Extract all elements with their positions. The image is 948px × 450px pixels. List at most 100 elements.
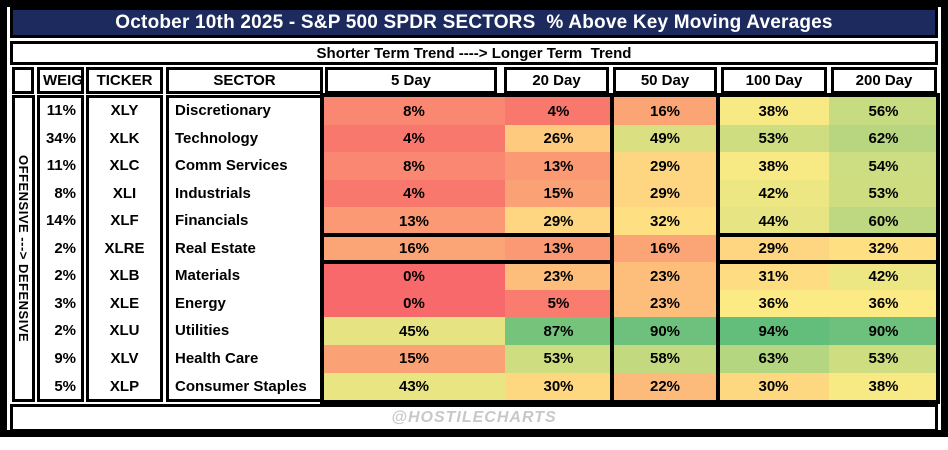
weight-value: 2% — [54, 239, 76, 257]
sector-name: Health Care — [175, 349, 259, 367]
weight-value: 11% — [46, 102, 76, 119]
heat-cell: 0% — [323, 262, 505, 291]
sector-name: Materials — [175, 267, 241, 285]
page-title: October 10th 2025 - S&P 500 SPDR SECTORS… — [10, 7, 938, 38]
heat-cell: 44% — [718, 207, 829, 236]
heat-cell: 13% — [505, 152, 612, 181]
heat-cell: 23% — [505, 262, 612, 291]
heat-cell: 62% — [829, 124, 938, 153]
ticker-value: XLP — [109, 377, 140, 395]
heat-cell: 8% — [323, 152, 505, 181]
heat-cell: 36% — [829, 289, 938, 318]
weight-value: 2% — [54, 322, 76, 340]
ticker-column-header: TICKER — [86, 67, 163, 94]
heat-cell: 54% — [829, 152, 938, 181]
heat-cell: 53% — [829, 179, 938, 208]
heat-cell: 49% — [612, 124, 718, 153]
heat-cell: 29% — [612, 152, 718, 181]
heat-cell: 32% — [612, 207, 718, 236]
weight-value: 9% — [54, 349, 76, 367]
period-header: 50 Day — [613, 67, 717, 94]
heat-cell: 29% — [718, 234, 829, 263]
heat-cell: 56% — [829, 97, 938, 126]
heat-cell: 15% — [505, 179, 612, 208]
heat-cell: 45% — [323, 317, 505, 346]
heat-cell: 15% — [323, 344, 505, 373]
period-header: 5 Day — [325, 67, 497, 94]
heat-cell: 90% — [612, 317, 718, 346]
period-header: 20 Day — [504, 67, 609, 94]
heat-cell: 53% — [718, 124, 829, 153]
ticker-value: XLRE — [104, 239, 145, 257]
sector-name: Discretionary — [175, 102, 271, 119]
heat-cell: 5% — [505, 289, 612, 318]
heat-cell: 53% — [505, 344, 612, 373]
ticker-column-box — [86, 95, 163, 402]
heat-cell: 16% — [323, 234, 505, 263]
ticker-value: XLC — [109, 157, 140, 175]
ticker-value: XLY — [110, 102, 139, 119]
heat-cell: 4% — [323, 179, 505, 208]
heat-cell: 38% — [718, 97, 829, 126]
weight-value: 8% — [54, 184, 76, 202]
watermark: @HOSTILECHARTS — [10, 404, 938, 432]
heat-cell: 26% — [505, 124, 612, 153]
heat-cell: 13% — [323, 207, 505, 236]
heat-cell: 90% — [829, 317, 938, 346]
heat-cell: 4% — [505, 97, 612, 126]
trend-direction-subtitle: Shorter Term Trend ----> Longer Term Tre… — [10, 41, 938, 65]
weight-value: 2% — [54, 267, 76, 285]
heat-cell: 13% — [505, 234, 612, 263]
heat-cell: 60% — [829, 207, 938, 236]
heat-cell: 29% — [612, 179, 718, 208]
weight-value: 34% — [45, 129, 76, 147]
ticker-value: XLF — [110, 212, 139, 230]
offense-defense-axis-label: OFFENSIVE ---> DEFENSIVE — [12, 95, 35, 402]
heat-cell: 0% — [323, 289, 505, 318]
heat-cell: 22% — [612, 372, 718, 401]
heat-cell: 30% — [505, 372, 612, 401]
heat-cell: 36% — [718, 289, 829, 318]
heat-cell: 4% — [323, 124, 505, 153]
heat-cell: 38% — [829, 372, 938, 401]
sector-name: Energy — [175, 294, 226, 312]
period-header: 200 Day — [831, 67, 937, 94]
heat-cell: 63% — [718, 344, 829, 373]
heat-cell: 38% — [718, 152, 829, 181]
sector-column-header: SECTOR — [166, 67, 323, 94]
ticker-value: XLV — [110, 349, 139, 367]
period-header: 100 Day — [721, 67, 827, 94]
ticker-value: XLI — [112, 184, 137, 202]
sector-column-box — [166, 95, 323, 402]
heat-cell: 29% — [505, 207, 612, 236]
heat-cell: 8% — [323, 97, 505, 126]
heat-cell: 31% — [718, 262, 829, 291]
ticker-value: XLK — [109, 129, 140, 147]
ticker-value: XLB — [109, 267, 140, 285]
heat-cell: 58% — [612, 344, 718, 373]
heat-cell: 30% — [718, 372, 829, 401]
heat-cell: 42% — [829, 262, 938, 291]
side-label-header-empty — [12, 67, 34, 94]
weight-value: 5% — [54, 377, 76, 395]
heat-cell: 94% — [718, 317, 829, 346]
sector-name: Industrials — [175, 184, 251, 202]
sector-name: Technology — [175, 129, 259, 147]
heat-cell: 23% — [612, 289, 718, 318]
heat-cell: 23% — [612, 262, 718, 291]
sector-name: Utilities — [175, 322, 230, 340]
weight-column-box — [37, 95, 84, 402]
sector-name: Consumer Staples — [175, 377, 307, 395]
sector-name: Financials — [175, 212, 249, 230]
weight-value: 11% — [46, 157, 76, 175]
heat-cell: 16% — [612, 97, 718, 126]
sector-name: Comm Services — [175, 157, 288, 175]
ticker-value: XLE — [109, 294, 140, 312]
heat-cell: 16% — [612, 234, 718, 263]
sector-name: Real Estate — [175, 239, 256, 257]
heat-cell: 53% — [829, 344, 938, 373]
weight-value: 3% — [54, 294, 76, 312]
weight-column-header: WEIGHT — [37, 67, 84, 94]
ticker-value: XLU — [109, 322, 140, 340]
